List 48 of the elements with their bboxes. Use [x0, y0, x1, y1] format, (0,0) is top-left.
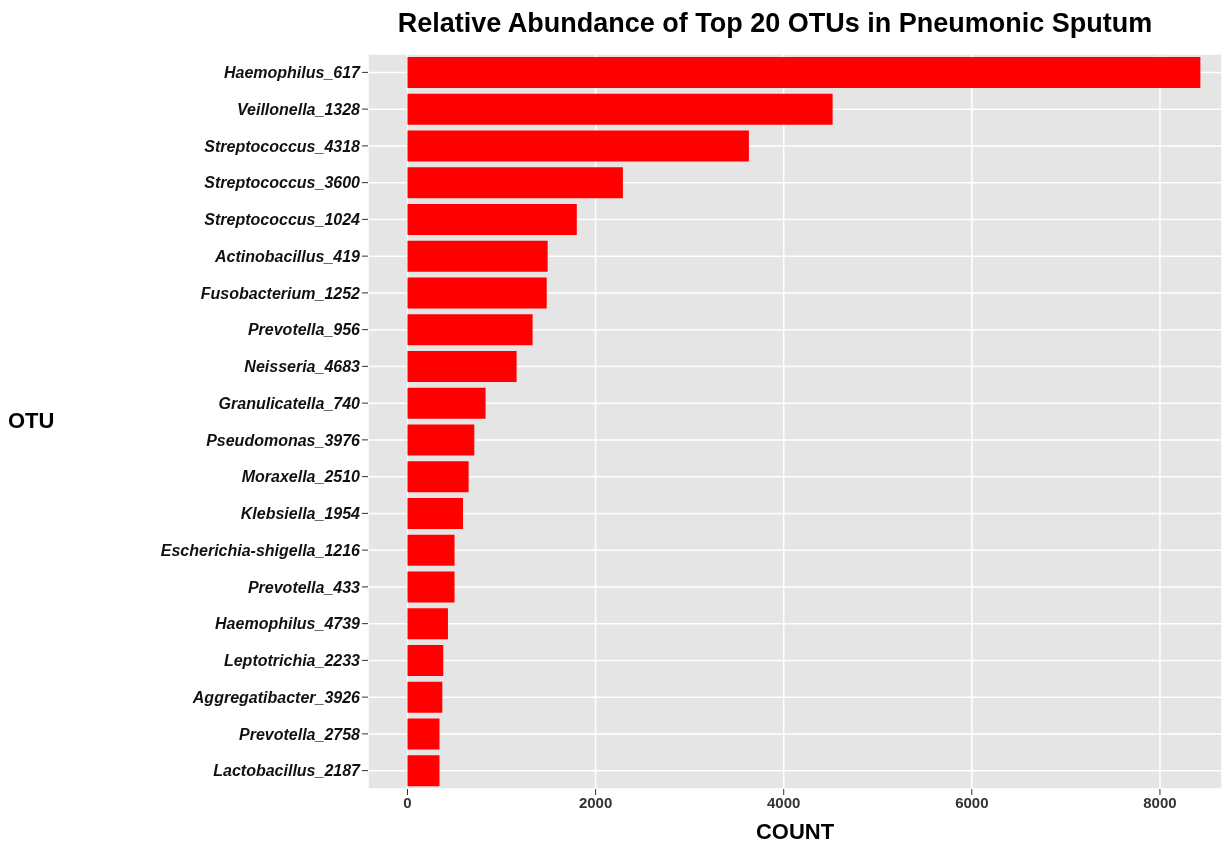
bar — [407, 93, 833, 125]
bar — [407, 240, 548, 272]
x-axis-title: COUNT — [755, 819, 835, 844]
bar — [407, 277, 547, 309]
bar — [407, 608, 448, 640]
bar — [407, 167, 623, 199]
y-tick-label: Haemophilus_4739 — [215, 615, 361, 633]
y-tick-label: Streptococcus_1024 — [204, 211, 361, 229]
bar — [407, 681, 443, 713]
bar — [407, 130, 749, 162]
bar — [407, 350, 517, 382]
y-tick-label: Moraxella_2510 — [241, 468, 361, 486]
bar — [407, 497, 463, 529]
y-tick-label: Prevotella_433 — [247, 578, 361, 596]
y-tick-label: Neisseria_4683 — [244, 358, 361, 376]
bar — [407, 56, 1201, 88]
y-tick-label: Escherichia-shigella_1216 — [160, 541, 361, 559]
y-tick-label: Veillonella_1328 — [236, 100, 361, 118]
x-tick-label: 8000 — [1143, 793, 1177, 811]
y-tick-label: Granulicatella_740 — [218, 394, 361, 412]
bar — [407, 203, 577, 235]
bar — [407, 534, 455, 566]
bar — [407, 571, 455, 603]
x-tick-label: 2000 — [578, 793, 613, 811]
y-tick-label: Streptococcus_3600 — [204, 174, 361, 192]
y-tick-label: Lactobacillus_2187 — [213, 762, 362, 780]
bar — [407, 424, 475, 456]
y-tick-label: Klebsiella_1954 — [240, 505, 361, 523]
y-tick-label: Prevotella_2758 — [239, 725, 361, 743]
y-tick-label: Actinobacillus_419 — [214, 247, 361, 265]
bar — [407, 314, 533, 346]
bar — [407, 718, 440, 750]
y-tick-label: Pseudomonas_3976 — [206, 431, 361, 449]
bar — [407, 387, 486, 419]
y-tick-label: Leptotrichia_2233 — [223, 652, 361, 670]
x-tick-label: 4000 — [767, 793, 801, 811]
y-tick-label: Prevotella_956 — [247, 321, 361, 339]
bar — [407, 644, 444, 676]
bar — [407, 755, 440, 787]
chart-title: Relative Abundance of Top 20 OTUs in Pneumonic Sputum — [396, 8, 1154, 39]
y-tick-label: Aggregatibacter_3926 — [191, 688, 361, 706]
x-tick-label: 0 — [403, 793, 412, 811]
y-tick-label: Fusobacterium_1252 — [200, 284, 361, 302]
y-axis-title: OTU — [8, 408, 55, 434]
y-tick-label: Streptococcus_4318 — [204, 137, 361, 155]
bar — [407, 461, 469, 493]
x-tick-label: 6000 — [955, 793, 989, 811]
y-tick-label: Haemophilus_617 — [223, 64, 362, 82]
